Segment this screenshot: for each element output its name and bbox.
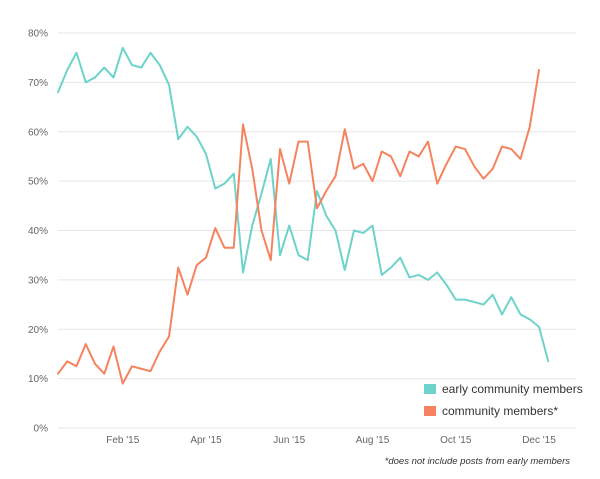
x-tick-label: Dec '15 (522, 435, 556, 446)
y-tick-label: 30% (28, 275, 48, 286)
y-axis-ticks: 0% 10% 20% 30% 40% 50% 60% 70% 80% (28, 29, 48, 435)
y-tick-label: 0% (34, 424, 49, 435)
x-tick-label: Jun '15 (273, 435, 305, 446)
y-tick-label: 40% (28, 226, 48, 237)
x-axis-ticks: Feb '15 Apr '15 Jun '15 Aug '15 Oct '15 Dec '… (106, 435, 556, 446)
y-tick-label: 80% (28, 29, 48, 40)
legend-label-early-community-members: early community members (442, 382, 583, 396)
y-tick-label: 20% (28, 325, 48, 336)
grid-lines (58, 32, 576, 429)
y-tick-label: 60% (28, 127, 48, 138)
legend-label-community-members: community members* (442, 404, 558, 418)
x-tick-label: Apr '15 (190, 435, 222, 446)
y-tick-label: 50% (28, 177, 48, 188)
y-tick-label: 10% (28, 374, 48, 385)
x-tick-label: Aug '15 (356, 435, 390, 446)
legend: early community members community member… (424, 382, 583, 418)
series-line-community-members (57, 69, 540, 385)
legend-swatch-early-community-members (424, 384, 436, 394)
chart-footnote: *does not include posts from early membe… (385, 456, 571, 467)
series-line-early-community-members (57, 46, 550, 363)
x-tick-label: Feb '15 (106, 435, 139, 446)
y-tick-label: 70% (28, 78, 48, 89)
series-lines (57, 46, 550, 385)
legend-swatch-community-members (424, 406, 436, 416)
x-tick-label: Oct '15 (440, 435, 472, 446)
